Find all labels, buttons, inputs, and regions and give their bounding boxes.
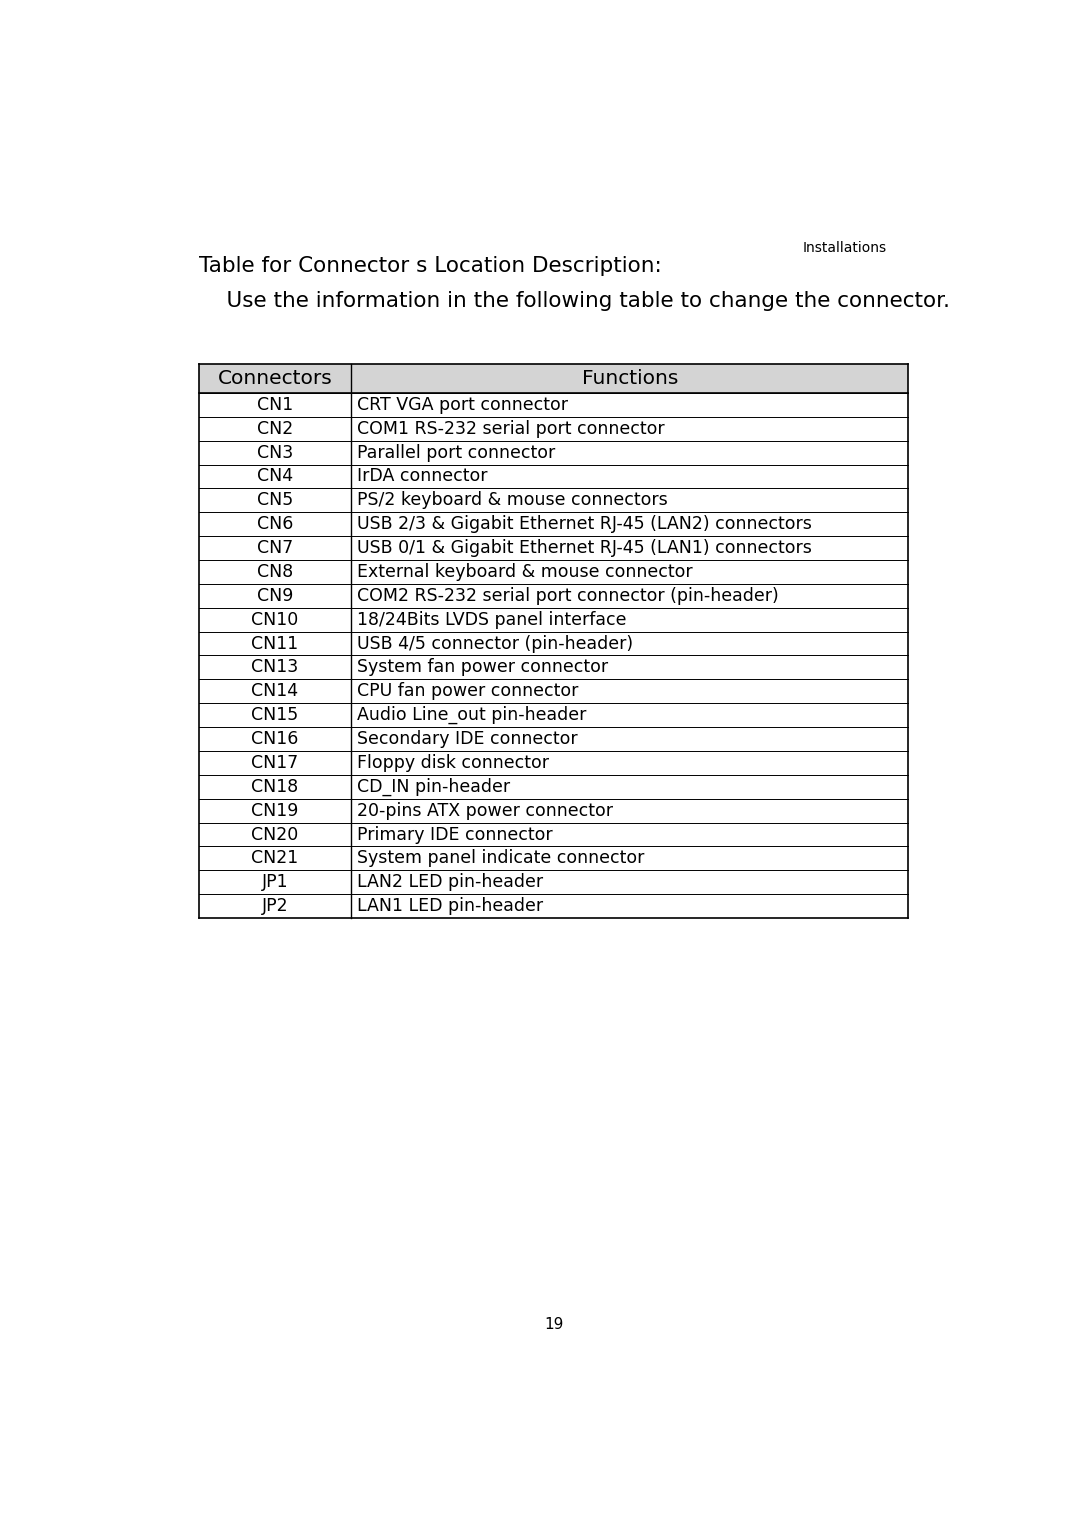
Text: CN5: CN5 [257,491,293,509]
Text: Parallel port connector: Parallel port connector [357,443,555,462]
Text: External keyboard & mouse connector: External keyboard & mouse connector [357,563,693,581]
Text: CN21: CN21 [252,850,298,867]
Text: CN10: CN10 [252,610,298,628]
Text: JP2: JP2 [261,898,288,916]
Text: CN6: CN6 [257,515,293,534]
Text: Floppy disk connector: Floppy disk connector [357,754,550,772]
Text: USB 2/3 & Gigabit Ethernet RJ-45 (LAN2) connectors: USB 2/3 & Gigabit Ethernet RJ-45 (LAN2) … [357,515,812,534]
Text: LAN2 LED pin-header: LAN2 LED pin-header [357,873,543,891]
Bar [199,364,351,393]
Text: Use the information in the following table to change the connector.: Use the information in the following tab… [199,291,949,310]
Text: CN19: CN19 [252,801,298,820]
Text: CN13: CN13 [252,659,298,676]
Text: CRT VGA port connector: CRT VGA port connector [357,396,568,414]
Text: System panel indicate connector: System panel indicate connector [357,850,645,867]
Text: CD_IN pin-header: CD_IN pin-header [357,778,511,797]
Text: Secondary IDE connector: Secondary IDE connector [357,729,578,748]
Text: CN9: CN9 [257,587,293,605]
Text: CN1: CN1 [257,396,293,414]
Bar [199,364,908,393]
Text: Connectors: Connectors [217,368,333,388]
Text: Installations: Installations [802,242,887,255]
Text: System fan power connector: System fan power connector [357,659,608,676]
Text: CN3: CN3 [257,443,293,462]
Text: LAN1 LED pin-header: LAN1 LED pin-header [357,898,543,916]
Text: CN18: CN18 [252,778,298,795]
Text: Functions: Functions [582,368,678,388]
Text: 19: 19 [544,1316,563,1332]
Text: Audio Line_out pin-header: Audio Line_out pin-header [357,706,586,725]
Text: Table for Connector s Location Description:: Table for Connector s Location Descripti… [199,255,661,275]
Text: COM1 RS-232 serial port connector: COM1 RS-232 serial port connector [357,420,665,437]
Text: CN14: CN14 [252,682,298,700]
Text: IrDA connector: IrDA connector [357,468,488,486]
Text: CN17: CN17 [252,754,298,772]
Text: 18/24Bits LVDS panel interface: 18/24Bits LVDS panel interface [357,610,626,628]
Text: JP1: JP1 [261,873,288,891]
Text: PS/2 keyboard & mouse connectors: PS/2 keyboard & mouse connectors [357,491,669,509]
Text: Primary IDE connector: Primary IDE connector [357,826,553,844]
Text: COM2 RS-232 serial port connector (pin-header): COM2 RS-232 serial port connector (pin-h… [357,587,779,605]
Text: CN11: CN11 [252,635,298,653]
Text: CN20: CN20 [252,826,298,844]
Text: CN16: CN16 [252,729,298,748]
Text: CN15: CN15 [252,706,298,725]
Text: CN2: CN2 [257,420,293,437]
Text: CPU fan power connector: CPU fan power connector [357,682,579,700]
Text: 20-pins ATX power connector: 20-pins ATX power connector [357,801,613,820]
Text: CN8: CN8 [257,563,293,581]
Text: USB 4/5 connector (pin-header): USB 4/5 connector (pin-header) [357,635,634,653]
Text: CN7: CN7 [257,540,293,557]
Text: CN4: CN4 [257,468,293,486]
Text: USB 0/1 & Gigabit Ethernet RJ-45 (LAN1) connectors: USB 0/1 & Gigabit Ethernet RJ-45 (LAN1) … [357,540,812,557]
